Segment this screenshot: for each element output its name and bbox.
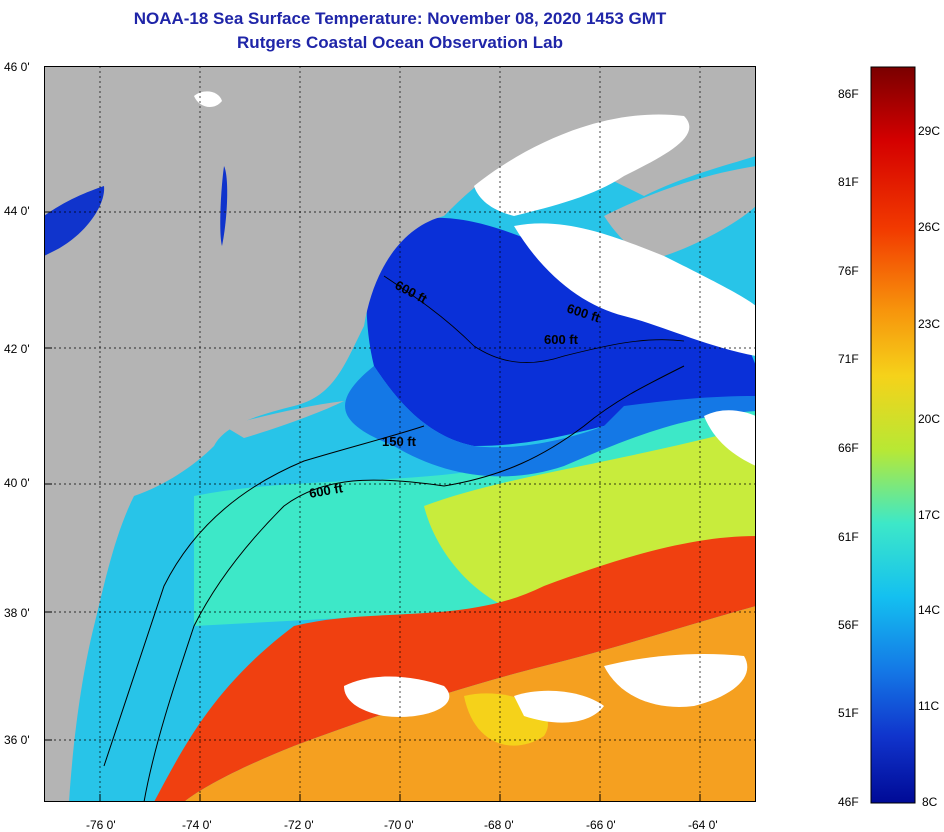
colorbar-f-66: 66F [838,441,859,455]
cloud-bay-of-fundy [474,114,690,216]
colorbar-f-76: 76F [838,264,859,278]
contour-150ft [103,425,425,767]
lat-label-46: 46 0' [4,60,30,74]
lat-label-40: 40 0' [4,476,30,490]
gulf-of-maine-cold-water [366,217,756,446]
graticule [44,66,756,802]
lat-label-36: 36 0' [4,733,30,747]
lon-label-64: -64 0' [688,818,718,832]
lon-label-68: -68 0' [484,818,514,832]
colorbar [870,66,916,804]
colorbar-gradient [870,66,916,804]
contour-600ft-gulf-maine [383,275,685,363]
colorbar-min-c: 8C [922,795,938,809]
cloud-south-patch-3 [514,690,604,723]
cloud-offshore-east [704,410,756,466]
colorbar-f-51: 51F [838,706,859,720]
cloud-maine-inland [194,91,222,108]
lon-label-76: -76 0' [86,818,116,832]
contour-label-600ft-4: 600 ft [308,480,345,501]
contour-label-150ft: 150 ft [382,434,417,449]
lake-ontario-east [44,186,105,256]
colorbar-c-11: 11C [918,699,940,713]
land-mainland [44,66,756,802]
lake-champlain [220,166,228,246]
contour-label-600ft-3: 600 ft [544,332,579,347]
colorbar-c-20: 20C [918,412,941,426]
georges-bank-mid-water [345,366,756,477]
colorbar-min-f: 46F [838,795,859,809]
colorbar-f-81: 81F [838,175,859,189]
cloud-south-patch-2 [604,654,748,707]
colorbar-f-71: 71F [838,352,859,366]
cloud-nova-scotia-shelf [514,223,756,356]
colorbar-c-26: 26C [918,220,941,234]
lon-label-66: -66 0' [586,818,616,832]
colorbar-c-14: 14C [918,603,941,617]
land-long-island [224,401,344,438]
lat-label-38: 38 0' [4,606,30,620]
map-ticks [44,66,701,802]
colorbar-c-17: 17C [918,508,941,522]
colorbar-f-86: 86F [838,87,859,101]
land-nova-scotia [604,166,756,257]
map-subtitle: Rutgers Coastal Ocean Observation Lab [237,33,563,52]
gulf-stream-core [154,536,756,802]
map-title: NOAA-18 Sea Surface Temperature: Novembe… [133,9,667,28]
contour-600ft-shelf [143,365,685,802]
lon-label-72: -72 0' [284,818,314,832]
cloud-south-patch-1 [344,676,450,717]
colorbar-f-61: 61F [838,530,859,544]
lon-label-70: -70 0' [384,818,414,832]
lat-label-44: 44 0' [4,204,30,218]
colorbar-f-56: 56F [838,618,859,632]
sst-map: 600 ft 600 ft 600 ft 150 ft 600 ft [44,66,756,802]
lat-label-42: 42 0' [4,342,30,356]
lon-label-74: -74 0' [182,818,212,832]
colorbar-c-23: 23C [918,317,941,331]
colorbar-c-29: 29C [918,124,941,138]
